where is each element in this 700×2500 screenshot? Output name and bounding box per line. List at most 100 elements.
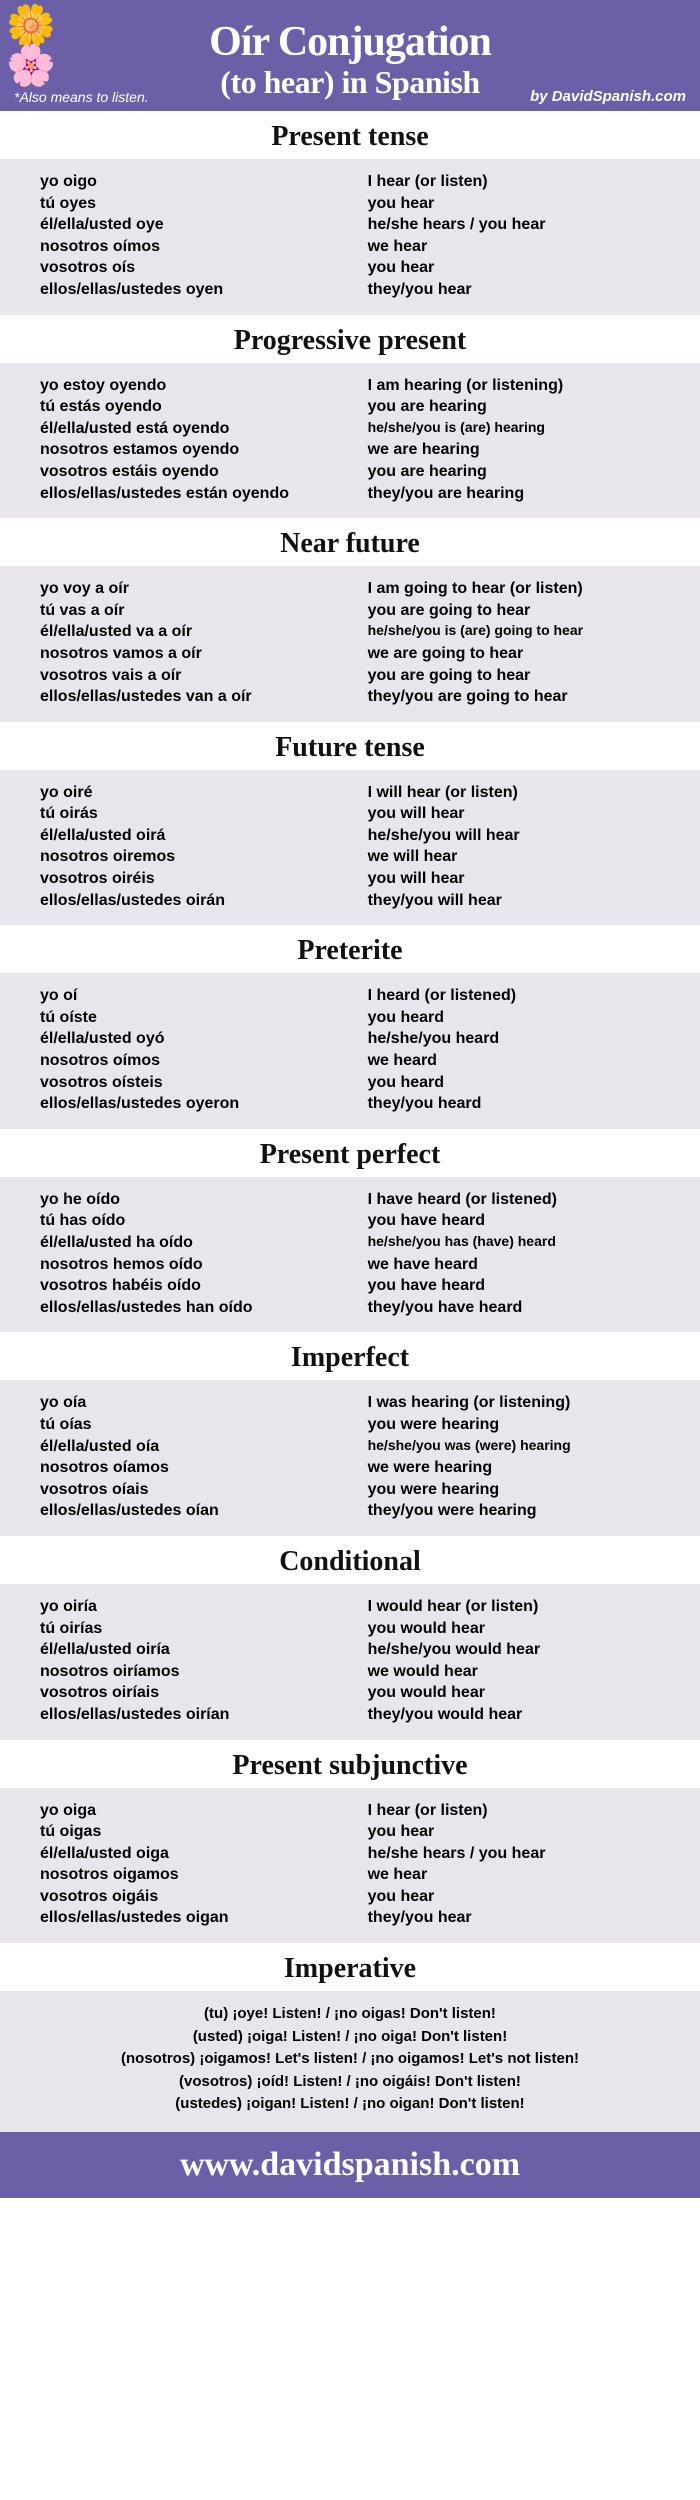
conjugation-row: yo voy a oírI am going to hear (or liste… — [40, 578, 670, 600]
english-cell: I heard (or listened) — [368, 985, 670, 1007]
english-cell: I hear (or listen) — [368, 171, 670, 193]
tense-block: yo oiréI will hear (or listen)tú oirásyo… — [0, 770, 700, 926]
spanish-cell: él/ella/usted oye — [40, 214, 368, 236]
english-cell: he/she hears / you hear — [368, 1843, 670, 1865]
english-cell: they/you are going to hear — [368, 686, 670, 708]
conjugation-row: vosotros oísteisyou heard — [40, 1072, 670, 1094]
conjugation-row: yo oíaI was hearing (or listening) — [40, 1392, 670, 1414]
spanish-cell: tú oíste — [40, 1007, 368, 1029]
conjugation-row: ellos/ellas/ustedes están oyendothey/you… — [40, 483, 670, 505]
english-cell: they/you would hear — [368, 1704, 670, 1726]
conjugation-row: tú has oídoyou have heard — [40, 1210, 670, 1232]
spanish-cell: ellos/ellas/ustedes oyen — [40, 279, 368, 301]
spanish-cell: ellos/ellas/ustedes están oyendo — [40, 483, 368, 505]
spanish-cell: tú oigas — [40, 1821, 368, 1843]
section-title: Progressive present — [0, 315, 700, 363]
footer: www.davidspanish.com — [0, 2132, 700, 2198]
conjugation-row: él/ella/usted oigahe/she hears / you hea… — [40, 1843, 670, 1865]
english-cell: they/you heard — [368, 1093, 670, 1115]
english-cell: he/she/you is (are) going to hear — [368, 621, 670, 643]
english-cell: I hear (or listen) — [368, 1800, 670, 1822]
imperative-line: (nosotros) ¡oigamos! Let's listen! / ¡no… — [30, 2048, 670, 2071]
spanish-cell: vosotros oísteis — [40, 1072, 368, 1094]
english-cell: you hear — [368, 193, 670, 215]
conjugation-row: tú estás oyendoyou are hearing — [40, 396, 670, 418]
english-cell: you are hearing — [368, 396, 670, 418]
english-cell: we hear — [368, 1864, 670, 1886]
spanish-cell: vosotros oís — [40, 257, 368, 279]
header-note: *Also means to listen. — [14, 89, 149, 105]
tense-block: yo estoy oyendoI am hearing (or listenin… — [0, 363, 700, 519]
header: 🌼🌸 Oír Conjugation (to hear) in Spanish … — [0, 0, 700, 111]
conjugation-row: ellos/ellas/ustedes oiránthey/you will h… — [40, 890, 670, 912]
conjugation-row: vosotros oiríaisyou would hear — [40, 1682, 670, 1704]
english-cell: you were hearing — [368, 1414, 670, 1436]
english-cell: you heard — [368, 1007, 670, 1029]
imperative-line: (ustedes) ¡oigan! Listen! / ¡no oigan! D… — [30, 2093, 670, 2116]
conjugation-row: tú oiríasyou would hear — [40, 1618, 670, 1640]
english-cell: you have heard — [368, 1275, 670, 1297]
imperative-line: (tu) ¡oye! Listen! / ¡no oigas! Don't li… — [30, 2003, 670, 2026]
spanish-cell: yo oí — [40, 985, 368, 1007]
english-cell: you would hear — [368, 1618, 670, 1640]
spanish-cell: ellos/ellas/ustedes van a oír — [40, 686, 368, 708]
conjugation-row: tú oigasyou hear — [40, 1821, 670, 1843]
spanish-cell: nosotros vamos a oír — [40, 643, 368, 665]
section-title: Present tense — [0, 111, 700, 159]
conjugation-row: vosotros vais a oíryou are going to hear — [40, 665, 670, 687]
conjugation-row: ellos/ellas/ustedes han oídothey/you hav… — [40, 1297, 670, 1319]
conjugation-row: él/ella/usted va a oírhe/she/you is (are… — [40, 621, 670, 643]
conjugation-row: tú oirásyou will hear — [40, 803, 670, 825]
english-cell: we would hear — [368, 1661, 670, 1683]
conjugation-row: yo oigaI hear (or listen) — [40, 1800, 670, 1822]
english-cell: he/she/you was (were) hearing — [368, 1436, 670, 1458]
spanish-cell: él/ella/usted oiría — [40, 1639, 368, 1661]
english-cell: we were hearing — [368, 1457, 670, 1479]
spanish-cell: él/ella/usted oiga — [40, 1843, 368, 1865]
english-cell: you hear — [368, 1886, 670, 1908]
conjugation-row: nosotros vamos a oírwe are going to hear — [40, 643, 670, 665]
spanish-cell: vosotros estáis oyendo — [40, 461, 368, 483]
spanish-cell: ellos/ellas/ustedes han oído — [40, 1297, 368, 1319]
english-cell: we will hear — [368, 846, 670, 868]
tense-block: yo he oídoI have heard (or listened)tú h… — [0, 1177, 700, 1333]
tense-block: yo voy a oírI am going to hear (or liste… — [0, 566, 700, 722]
conjugation-row: nosotros estamos oyendowe are hearing — [40, 439, 670, 461]
conjugation-row: ellos/ellas/ustedes oyeronthey/you heard — [40, 1093, 670, 1115]
conjugation-row: ellos/ellas/ustedes oiríanthey/you would… — [40, 1704, 670, 1726]
english-cell: I would hear (or listen) — [368, 1596, 670, 1618]
conjugation-row: ellos/ellas/ustedes oiganthey/you hear — [40, 1907, 670, 1929]
tense-block: yo oiríaI would hear (or listen)tú oiría… — [0, 1584, 700, 1740]
spanish-cell: él/ella/usted ha oído — [40, 1232, 368, 1254]
english-cell: we hear — [368, 236, 670, 258]
conjugation-row: nosotros oiremoswe will hear — [40, 846, 670, 868]
spanish-cell: él/ella/usted oía — [40, 1436, 368, 1458]
spanish-cell: ellos/ellas/ustedes oirán — [40, 890, 368, 912]
section-title: Future tense — [0, 722, 700, 770]
english-cell: they/you have heard — [368, 1297, 670, 1319]
spanish-cell: yo oiría — [40, 1596, 368, 1618]
spanish-cell: nosotros oigamos — [40, 1864, 368, 1886]
english-cell: we are going to hear — [368, 643, 670, 665]
spanish-cell: yo oiga — [40, 1800, 368, 1822]
tense-block: yo oigaI hear (or listen)tú oigasyou hea… — [0, 1788, 700, 1944]
english-cell: you have heard — [368, 1210, 670, 1232]
tense-block: yo oíI heard (or listened)tú oísteyou he… — [0, 973, 700, 1129]
spanish-cell: vosotros vais a oír — [40, 665, 368, 687]
english-cell: I have heard (or listened) — [368, 1189, 670, 1211]
conjugation-row: yo oiríaI would hear (or listen) — [40, 1596, 670, 1618]
tense-block: yo oíaI was hearing (or listening)tú oía… — [0, 1380, 700, 1536]
spanish-cell: tú oirás — [40, 803, 368, 825]
english-cell: he/she/you heard — [368, 1028, 670, 1050]
english-cell: you are hearing — [368, 461, 670, 483]
conjugation-row: ellos/ellas/ustedes oíanthey/you were he… — [40, 1500, 670, 1522]
conjugation-row: vosotros oiréisyou will hear — [40, 868, 670, 890]
english-cell: he/she/you would hear — [368, 1639, 670, 1661]
english-cell: we heard — [368, 1050, 670, 1072]
spanish-cell: tú oirías — [40, 1618, 368, 1640]
conjugation-row: yo estoy oyendoI am hearing (or listenin… — [40, 375, 670, 397]
conjugation-row: nosotros hemos oídowe have heard — [40, 1254, 670, 1276]
english-cell: they/you hear — [368, 279, 670, 301]
conjugation-row: él/ella/usted oyóhe/she/you heard — [40, 1028, 670, 1050]
spanish-cell: vosotros oiríais — [40, 1682, 368, 1704]
